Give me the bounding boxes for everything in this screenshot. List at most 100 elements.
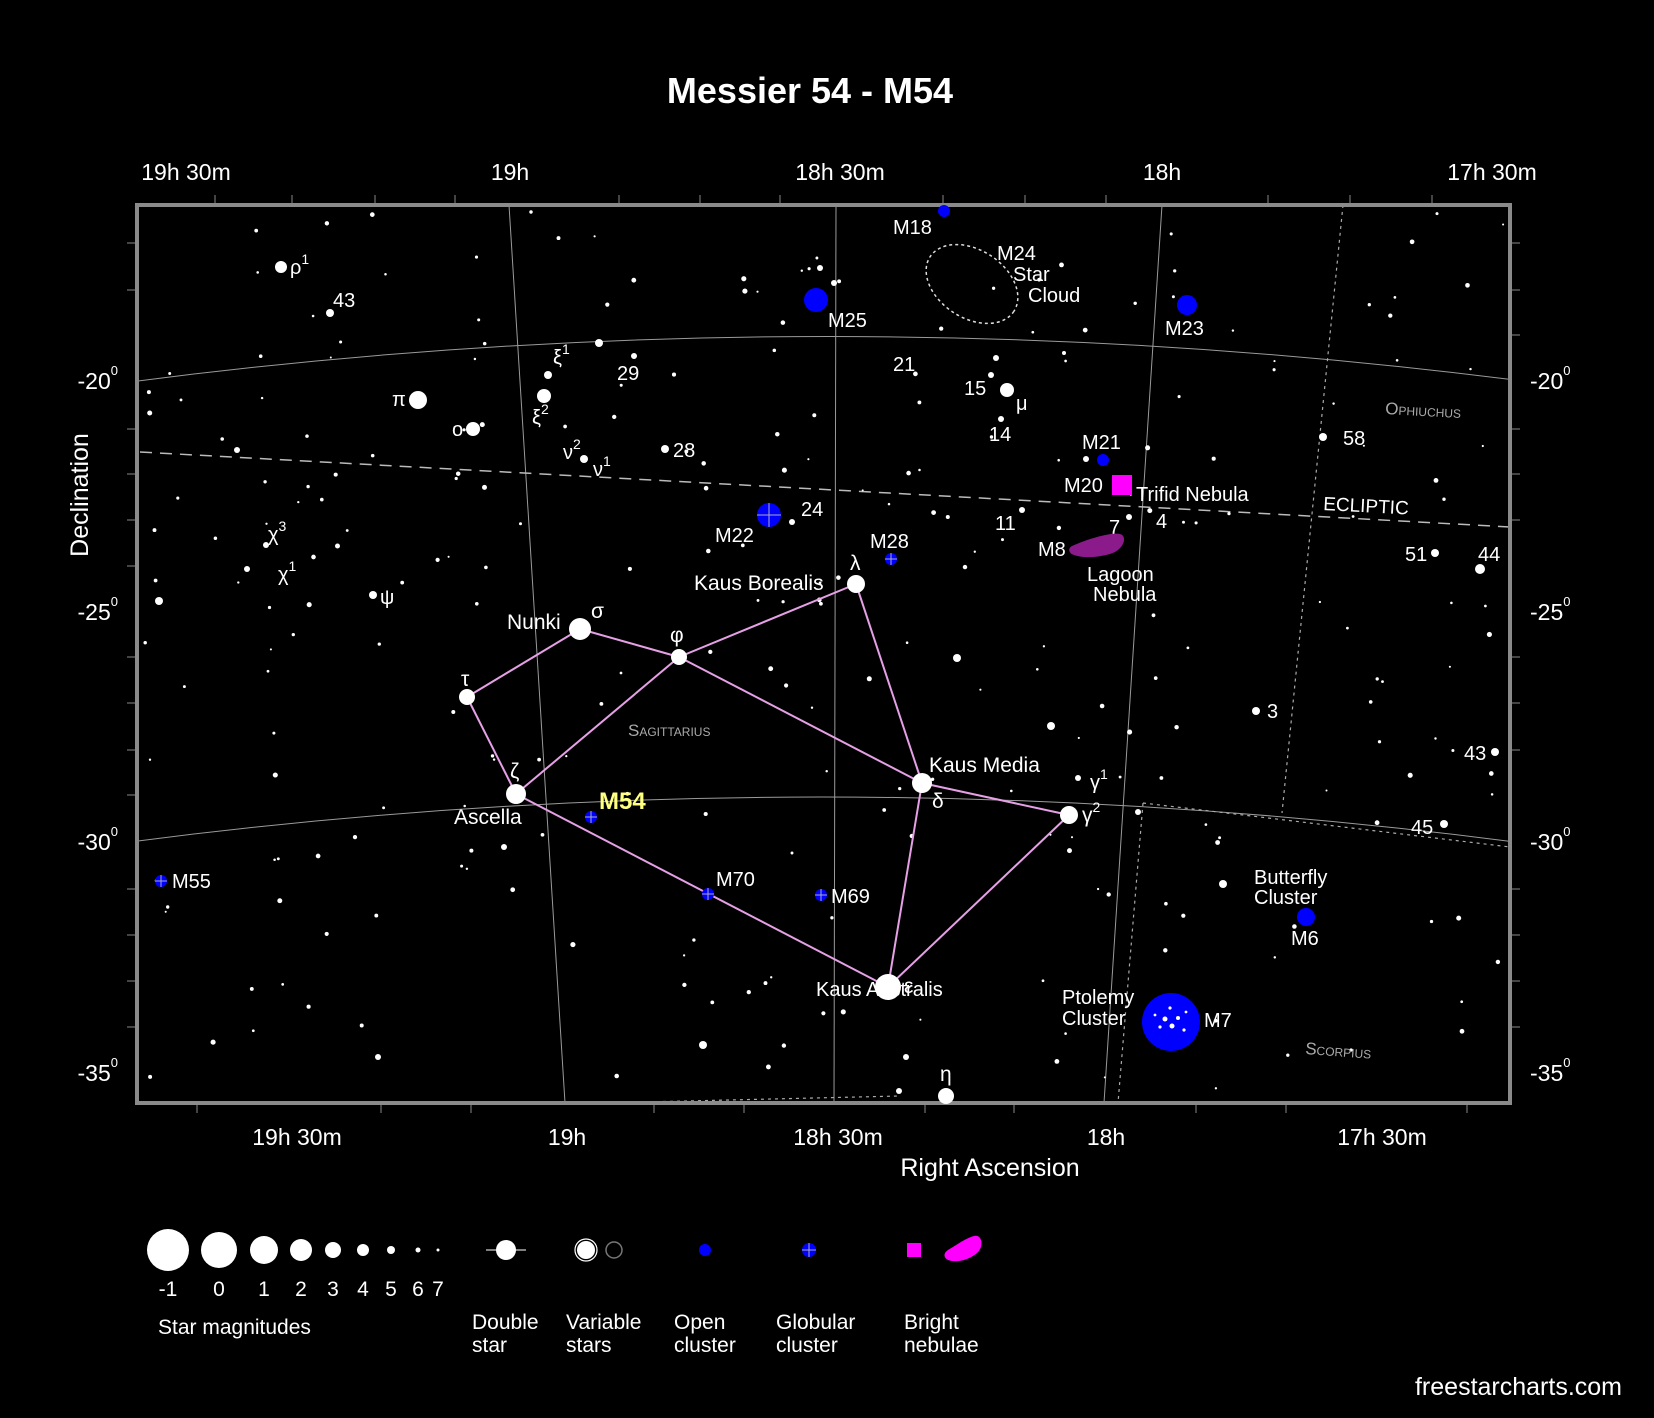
globular-cluster-m70 xyxy=(702,888,714,900)
star-label: μ xyxy=(1016,393,1028,415)
background-star xyxy=(1082,327,1088,333)
background-star xyxy=(930,777,935,781)
legend-magnitude-dot xyxy=(147,1229,189,1271)
background-star xyxy=(599,701,604,706)
background-star xyxy=(544,371,552,379)
background-star xyxy=(619,383,623,387)
star-label: 44 xyxy=(1478,544,1500,566)
dec-label: -200 xyxy=(1530,363,1570,394)
star-label: ν2 xyxy=(563,436,581,464)
star-label: ν1 xyxy=(593,453,611,481)
axis-ticks xyxy=(127,195,1520,1113)
background-star xyxy=(1194,521,1198,525)
background-star xyxy=(1388,313,1393,318)
background-star xyxy=(1434,737,1437,740)
background-star xyxy=(1147,508,1153,514)
object-name-m24: Star xyxy=(1013,264,1050,286)
background-star xyxy=(1218,836,1222,840)
background-star xyxy=(1145,445,1151,451)
background-star xyxy=(775,431,780,437)
background-star xyxy=(1469,367,1472,371)
background-star xyxy=(1031,330,1035,334)
background-star xyxy=(1056,525,1062,531)
legend-magnitude-label: -1 xyxy=(159,1278,178,1301)
object-name-m20: Trifid Nebula xyxy=(1136,484,1250,506)
background-star xyxy=(537,757,541,762)
star-label: 3 xyxy=(1267,701,1278,723)
background-star xyxy=(329,356,332,359)
legend-variable-stars-label-2: stars xyxy=(566,1334,612,1357)
background-star xyxy=(540,832,545,837)
legend-nebula-square xyxy=(907,1243,921,1257)
dec-labels-left: -200 -250 -300 -350 xyxy=(78,363,118,1086)
constellation-line xyxy=(855,583,923,784)
background-star xyxy=(164,910,167,913)
background-star xyxy=(706,548,711,554)
background-star xyxy=(563,424,567,429)
background-star xyxy=(375,1054,381,1060)
background-star xyxy=(447,555,450,558)
legend-magnitude-label: 3 xyxy=(327,1278,339,1301)
background-star xyxy=(451,710,456,714)
background-star xyxy=(260,396,264,400)
legend-globular-cluster-swatch xyxy=(802,1243,816,1257)
background-star xyxy=(1491,748,1499,756)
background-star xyxy=(1009,789,1013,793)
background-star xyxy=(790,851,794,855)
background-star xyxy=(1435,212,1439,216)
named-star-labels: σ Nunki φ λ Kaus Borealis τ ζ Ascella δ … xyxy=(454,552,1101,1086)
background-star xyxy=(1292,924,1297,929)
legend: -1 0 1 2 3 4 5 6 7 Star magnitudes Double star V… xyxy=(147,1229,982,1357)
legend-double-star-label: Double xyxy=(472,1311,539,1334)
background-star xyxy=(903,1054,909,1060)
background-star xyxy=(817,265,823,271)
background-star xyxy=(1409,239,1415,245)
background-star xyxy=(1126,514,1132,520)
background-star xyxy=(179,398,183,402)
background-star xyxy=(266,669,270,673)
background-star xyxy=(800,269,803,272)
background-star xyxy=(490,754,495,758)
sky-plot xyxy=(137,205,1510,1103)
background-star xyxy=(1062,351,1066,355)
background-star xyxy=(692,938,696,942)
background-star xyxy=(819,601,823,606)
ra-top-labels: 19h 30m 19h 18h 30m 18h 17h 30m xyxy=(141,159,1537,185)
background-star xyxy=(1151,613,1156,618)
star-kaus-australis xyxy=(875,974,901,1000)
background-star xyxy=(1495,959,1501,965)
constellation-line xyxy=(515,793,889,988)
background-star xyxy=(1346,626,1349,630)
background-star xyxy=(1481,444,1484,448)
background-star xyxy=(1001,538,1004,542)
background-star xyxy=(1019,507,1025,513)
star-label: χ3 xyxy=(268,518,287,546)
background-star xyxy=(1367,303,1371,307)
open-cluster-m7 xyxy=(1142,993,1200,1051)
star-label: γ1 xyxy=(1090,766,1108,794)
background-star xyxy=(913,371,918,377)
background-star xyxy=(671,372,677,377)
background-star xyxy=(1440,820,1448,828)
background-star xyxy=(529,210,533,214)
background-star xyxy=(306,1004,311,1009)
background-star xyxy=(1451,748,1455,753)
legend-open-cluster-label-2: cluster xyxy=(674,1334,736,1357)
background-star xyxy=(484,565,488,570)
deep-sky-objects: M18 M24 Star Cloud M25 M23 M21 M20 Trifi… xyxy=(155,205,1327,1051)
globular-cluster-m69 xyxy=(815,889,827,901)
object-label-m24: M24 xyxy=(997,243,1036,265)
background-star xyxy=(1171,295,1175,299)
legend-magnitude-dot xyxy=(357,1244,369,1256)
background-star xyxy=(1349,1048,1353,1052)
background-star xyxy=(369,212,375,217)
background-star xyxy=(998,416,1004,422)
background-star xyxy=(220,437,224,441)
background-star xyxy=(474,255,479,259)
background-star xyxy=(1442,497,1446,501)
star-tau xyxy=(459,689,475,705)
background-star xyxy=(1041,979,1045,983)
background-star xyxy=(249,986,254,991)
ecliptic-line xyxy=(139,451,1510,528)
object-label-m69: M69 xyxy=(831,886,870,908)
